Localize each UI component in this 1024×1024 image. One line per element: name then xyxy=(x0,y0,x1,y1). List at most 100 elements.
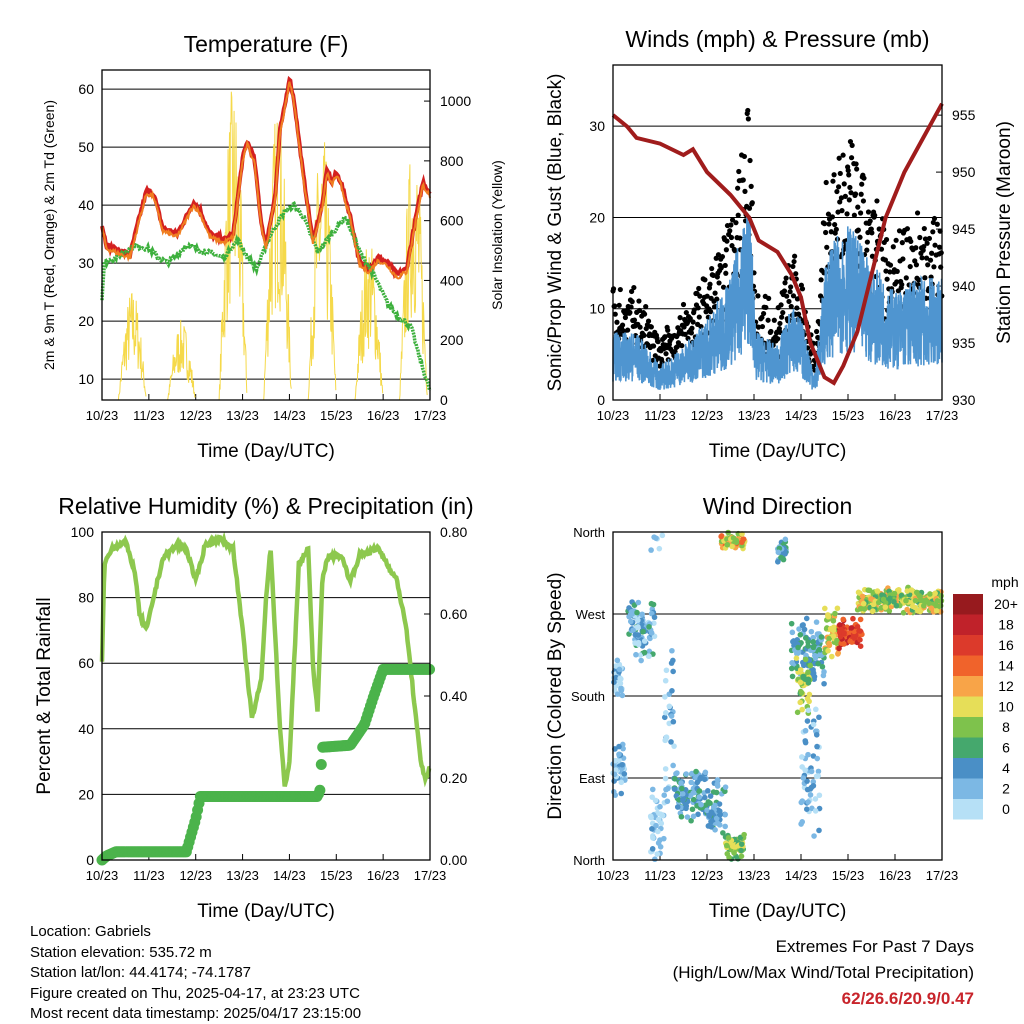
wind-direction-point xyxy=(649,786,656,793)
wind-direction-point xyxy=(808,768,815,775)
gust-point xyxy=(830,178,836,184)
wind-direction-point xyxy=(795,644,801,651)
wind-direction-point xyxy=(732,844,738,850)
gust-point xyxy=(645,318,652,324)
gust-point xyxy=(695,305,701,311)
wind-direction-point xyxy=(689,770,695,777)
wind-direction-point xyxy=(789,673,796,680)
wind-direction-point xyxy=(805,707,812,714)
gust-point xyxy=(904,226,911,232)
gust-point xyxy=(837,170,843,177)
gust-point xyxy=(938,250,944,256)
y-tick-label: 30 xyxy=(78,255,94,271)
gust-point xyxy=(838,195,845,201)
legend-swatch xyxy=(953,676,983,697)
wind-direction-point xyxy=(804,778,810,784)
wind-direction-point xyxy=(652,856,658,863)
wind-direction-point xyxy=(903,597,909,604)
wind-direction-point xyxy=(782,551,788,557)
gust-point xyxy=(794,305,800,311)
wind-direction-point xyxy=(639,611,645,618)
y-tick-label: 50 xyxy=(78,139,94,155)
wind-direction-point xyxy=(810,644,817,651)
y-right-tick-label: 1000 xyxy=(440,93,471,109)
precipitation-point xyxy=(315,758,327,770)
gust-point xyxy=(712,290,718,296)
gust-point xyxy=(788,303,794,310)
y-tick-label: 0 xyxy=(597,392,605,408)
wind-direction-point xyxy=(723,842,730,849)
gust-point xyxy=(631,317,638,323)
gust-point xyxy=(766,295,772,301)
wind-direction-point xyxy=(655,828,661,835)
x-tick-label: 11/23 xyxy=(133,408,165,423)
wind-direction-point xyxy=(813,619,820,625)
wind-direction-point xyxy=(612,792,619,798)
wind-direction-point xyxy=(738,853,745,859)
wind-direction-point xyxy=(662,775,669,782)
wind-direction-point xyxy=(837,622,843,628)
wind-direction-point xyxy=(720,830,726,836)
wind-direction-point xyxy=(661,792,668,798)
wind-direction-point xyxy=(690,796,697,803)
wind-direction-point xyxy=(714,781,721,787)
wind-direction-point xyxy=(630,627,636,634)
legend-label: 18 xyxy=(998,617,1014,633)
wind-direction-point xyxy=(714,777,721,783)
y-axis-label: Direction (Colored By Speed) xyxy=(545,572,566,819)
wind-direction-point xyxy=(814,755,821,762)
gust-point xyxy=(657,363,663,369)
chart-panel-2 xyxy=(96,531,436,866)
wind-direction-point xyxy=(683,803,690,809)
wind-direction-point xyxy=(738,841,745,847)
wind-direction-point xyxy=(619,692,626,699)
wind-direction-point xyxy=(900,609,907,616)
wind-direction-point xyxy=(816,792,823,799)
wind-direction-point xyxy=(634,609,640,616)
gust-point xyxy=(641,332,647,338)
wind-direction-point xyxy=(928,605,935,612)
wind-direction-point xyxy=(797,699,804,706)
wind-direction-point xyxy=(841,630,847,636)
gust-point xyxy=(728,222,734,228)
station-pressure-line xyxy=(611,102,944,386)
solar-insolation-line xyxy=(167,319,196,401)
wind-direction-point xyxy=(802,767,808,773)
9m-t-line xyxy=(101,81,431,280)
wind-direction-point xyxy=(617,675,623,682)
gust-point xyxy=(716,280,722,286)
gust-point xyxy=(894,279,900,285)
gust-point xyxy=(625,327,631,333)
x-tick-label: 11/23 xyxy=(644,408,676,423)
wind-direction-point xyxy=(702,794,708,801)
gust-point xyxy=(629,288,635,295)
gust-point xyxy=(846,172,852,178)
wind-direction-point xyxy=(793,655,800,661)
wind-direction-point xyxy=(807,792,814,798)
gust-point xyxy=(732,248,738,254)
gust-point xyxy=(868,226,874,232)
gust-point xyxy=(628,304,634,310)
wind-direction-point xyxy=(674,770,680,776)
gust-point xyxy=(747,157,753,164)
wind-direction-point xyxy=(689,806,696,813)
gust-point xyxy=(682,331,688,337)
wind-direction-point xyxy=(799,706,805,713)
wind-direction-point xyxy=(850,615,856,622)
wind-direction-point xyxy=(690,813,697,820)
wind-direction-point xyxy=(938,593,944,599)
chart-panel-0 xyxy=(100,69,432,401)
y-right-tick-label: 950 xyxy=(952,164,976,180)
wind-direction-point xyxy=(827,625,834,632)
wind-direction-point xyxy=(705,823,712,829)
y-right-tick-label: 800 xyxy=(440,153,464,169)
gust-point xyxy=(861,175,867,181)
gust-point xyxy=(637,324,643,330)
gust-point xyxy=(936,244,943,250)
gust-point xyxy=(679,343,685,349)
wind-direction-point xyxy=(618,687,625,694)
x-tick-label: 12/23 xyxy=(179,868,212,883)
gust-point xyxy=(690,319,696,325)
wind-direction-point xyxy=(798,754,805,760)
wind-direction-point xyxy=(669,647,675,654)
